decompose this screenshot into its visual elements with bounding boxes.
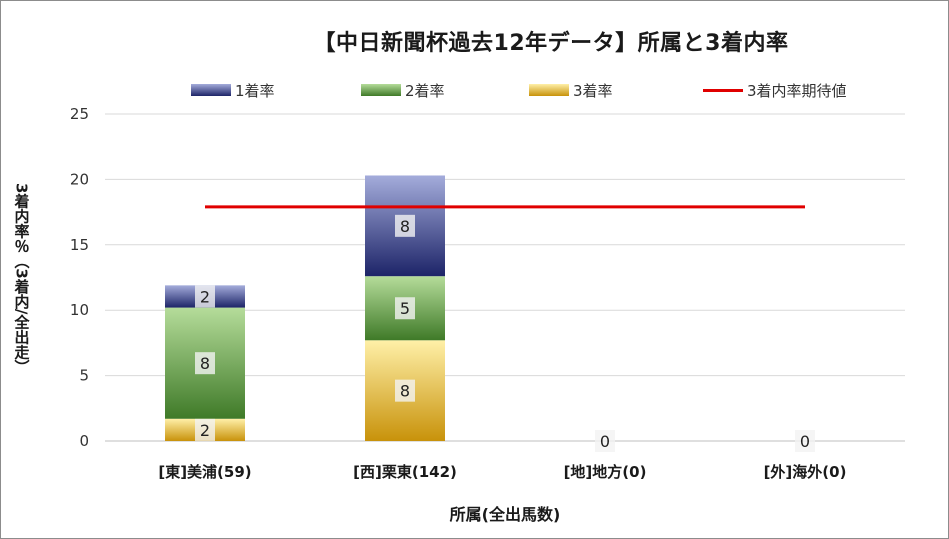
legend-swatch-1st xyxy=(191,84,231,96)
y-axis-label: 3着内率％（3着内/全出走） xyxy=(12,183,31,375)
data-label: 8 xyxy=(200,354,210,373)
data-label: 2 xyxy=(200,287,210,306)
data-label-bg xyxy=(395,379,415,402)
data-label-bg xyxy=(795,430,815,452)
y-tick-label: 15 xyxy=(70,236,89,254)
data-label: 8 xyxy=(400,217,410,236)
data-label: 2 xyxy=(200,421,210,440)
x-tick-label: [外]海外(0) xyxy=(764,463,847,481)
x-tick-label: [西]栗東(142) xyxy=(353,463,457,481)
y-tick-label: 20 xyxy=(70,170,89,188)
x-tick-label: [東]美浦(59) xyxy=(158,463,251,481)
chart-title: 【中日新聞杯過去12年データ】所属と3着内率 xyxy=(313,31,789,56)
data-label-bg xyxy=(395,214,415,237)
data-label: 8 xyxy=(400,382,410,401)
data-label: 5 xyxy=(400,299,410,318)
y-tick-label: 25 xyxy=(70,105,89,123)
data-label: 0 xyxy=(600,432,610,451)
data-label-bg xyxy=(195,352,215,375)
legend-label-2nd: 2着率 xyxy=(405,81,445,100)
data-label-bg xyxy=(195,418,215,441)
y-tick-label: 10 xyxy=(70,301,89,319)
y-tick-label: 0 xyxy=(79,432,89,450)
legend-item-3rd: 3着率 xyxy=(529,79,613,101)
legend-swatch-3rd xyxy=(529,84,569,96)
x-tick-label: [地]地方(0) xyxy=(564,463,647,481)
y-tick-label: 5 xyxy=(79,367,89,385)
legend-label-1st: 1着率 xyxy=(235,81,275,100)
data-label-bg xyxy=(595,430,615,452)
legend-item-expected: 3着内率期待値 xyxy=(703,79,847,101)
legend: 1着率 2着率 3着率 3着内率期待値 xyxy=(191,79,891,101)
x-axis-label: 所属(全出馬数) xyxy=(449,505,561,524)
data-label: 0 xyxy=(800,432,810,451)
data-label-bg xyxy=(395,297,415,320)
legend-swatch-2nd xyxy=(361,84,401,96)
legend-label-expected: 3着内率期待値 xyxy=(747,81,847,100)
data-label-bg xyxy=(195,285,215,308)
legend-item-1st: 1着率 xyxy=(191,79,275,101)
legend-line-expected xyxy=(703,88,743,92)
legend-item-2nd: 2着率 xyxy=(361,79,445,101)
legend-label-3rd: 3着率 xyxy=(573,81,613,100)
